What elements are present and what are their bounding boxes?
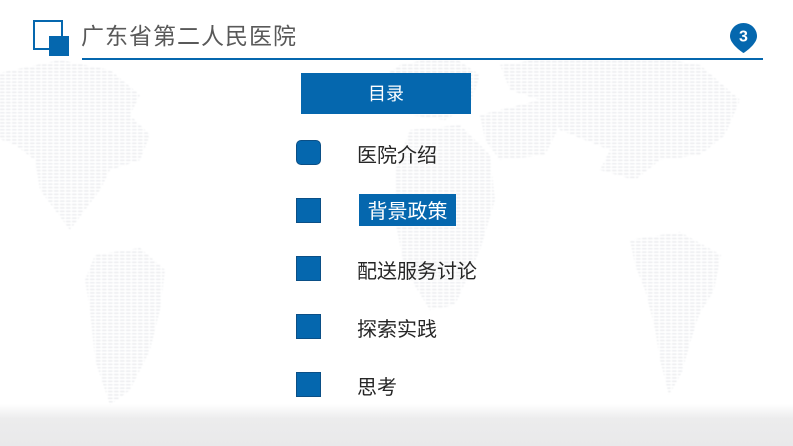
svg-text:3: 3 xyxy=(739,29,748,46)
